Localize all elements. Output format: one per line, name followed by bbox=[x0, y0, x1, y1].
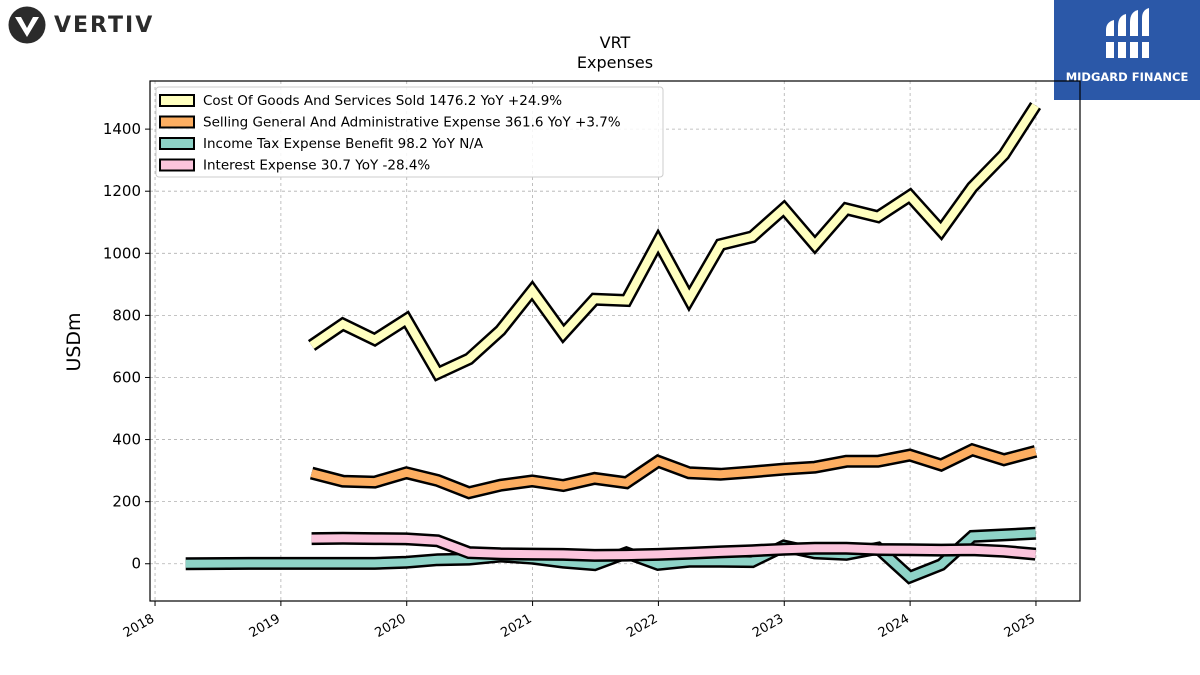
y-tick-label: 1200 bbox=[103, 182, 141, 200]
legend-label-1: Selling General And Administrative Expen… bbox=[203, 115, 621, 131]
legend-swatch-3 bbox=[159, 158, 195, 172]
x-tick-label: 2022 bbox=[624, 611, 660, 641]
legend-box bbox=[155, 86, 664, 178]
plot-frame bbox=[149, 80, 1081, 602]
chart-title: VRT bbox=[600, 33, 631, 52]
midgard-brand-text: MIDGARD FINANCE bbox=[1065, 70, 1189, 84]
y-tick-label: 800 bbox=[112, 306, 141, 324]
x-tick-label: 2023 bbox=[750, 611, 786, 641]
x-tick-label: 2021 bbox=[498, 611, 534, 641]
series-line-1 bbox=[310, 445, 1037, 497]
legend-label-3: Interest Expense 30.7 YoY -28.4% bbox=[203, 158, 430, 174]
x-tick-label: 2018 bbox=[121, 611, 157, 641]
y-tick-label: 1000 bbox=[103, 244, 141, 262]
x-tick-label: 2020 bbox=[373, 611, 409, 641]
midgard-logo-icon bbox=[1104, 8, 1152, 58]
legend-label-2: Income Tax Expense Benefit 98.2 YoY N/A bbox=[203, 136, 484, 152]
midgard-finance-logo: MIDGARD FINANCE bbox=[1054, 0, 1200, 100]
legend: Cost Of Goods And Services Sold 1476.2 Y… bbox=[155, 86, 664, 178]
series-layer bbox=[185, 101, 1042, 585]
y-tick-label: 200 bbox=[112, 493, 141, 511]
y-tick-label: 0 bbox=[131, 555, 141, 573]
x-tick-label: 2025 bbox=[1002, 611, 1038, 641]
legend-label-0: Cost Of Goods And Services Sold 1476.2 Y… bbox=[203, 93, 562, 109]
y-tick-label: 600 bbox=[112, 368, 141, 386]
series-line-3 bbox=[311, 534, 1036, 560]
legend-swatch-2 bbox=[159, 137, 195, 150]
legend-swatch-1 bbox=[159, 115, 195, 129]
chart-subtitle: Expenses bbox=[577, 53, 653, 72]
vertiv-logo-icon bbox=[8, 6, 46, 44]
y-axis-label: USDm bbox=[63, 312, 85, 371]
y-tick-label: 1400 bbox=[103, 120, 141, 138]
series-line-0 bbox=[309, 103, 1039, 379]
y-tick-label: 400 bbox=[112, 431, 141, 449]
x-tick-label: 2019 bbox=[247, 611, 283, 641]
x-tick-label: 2024 bbox=[876, 611, 912, 641]
legend-swatch-0 bbox=[159, 94, 195, 107]
vertiv-brand-text: VERTIV bbox=[54, 12, 155, 38]
vertiv-logo: VERTIV bbox=[8, 6, 154, 44]
